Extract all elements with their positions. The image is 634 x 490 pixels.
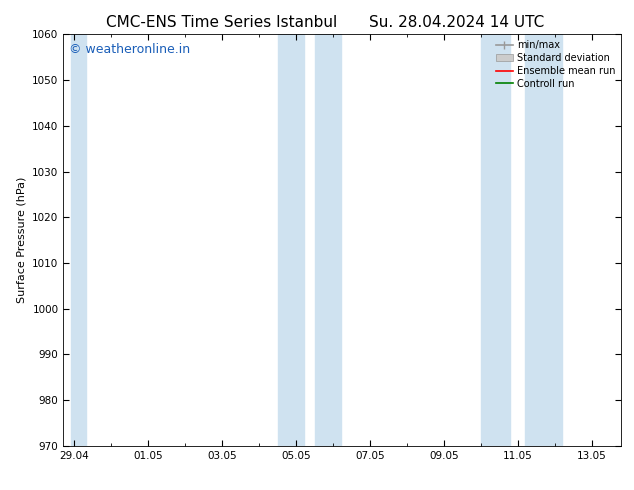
Text: © weatheronline.in: © weatheronline.in: [69, 43, 190, 55]
Legend: min/max, Standard deviation, Ensemble mean run, Controll run: min/max, Standard deviation, Ensemble me…: [492, 36, 619, 93]
Bar: [71, 34, 86, 446]
Text: CMC-ENS Time Series Istanbul: CMC-ENS Time Series Istanbul: [107, 15, 337, 30]
Bar: [525, 34, 562, 446]
Bar: [314, 34, 340, 446]
Text: Su. 28.04.2024 14 UTC: Su. 28.04.2024 14 UTC: [369, 15, 544, 30]
Bar: [481, 34, 510, 446]
Y-axis label: Surface Pressure (hPa): Surface Pressure (hPa): [16, 177, 27, 303]
Bar: [278, 34, 304, 446]
